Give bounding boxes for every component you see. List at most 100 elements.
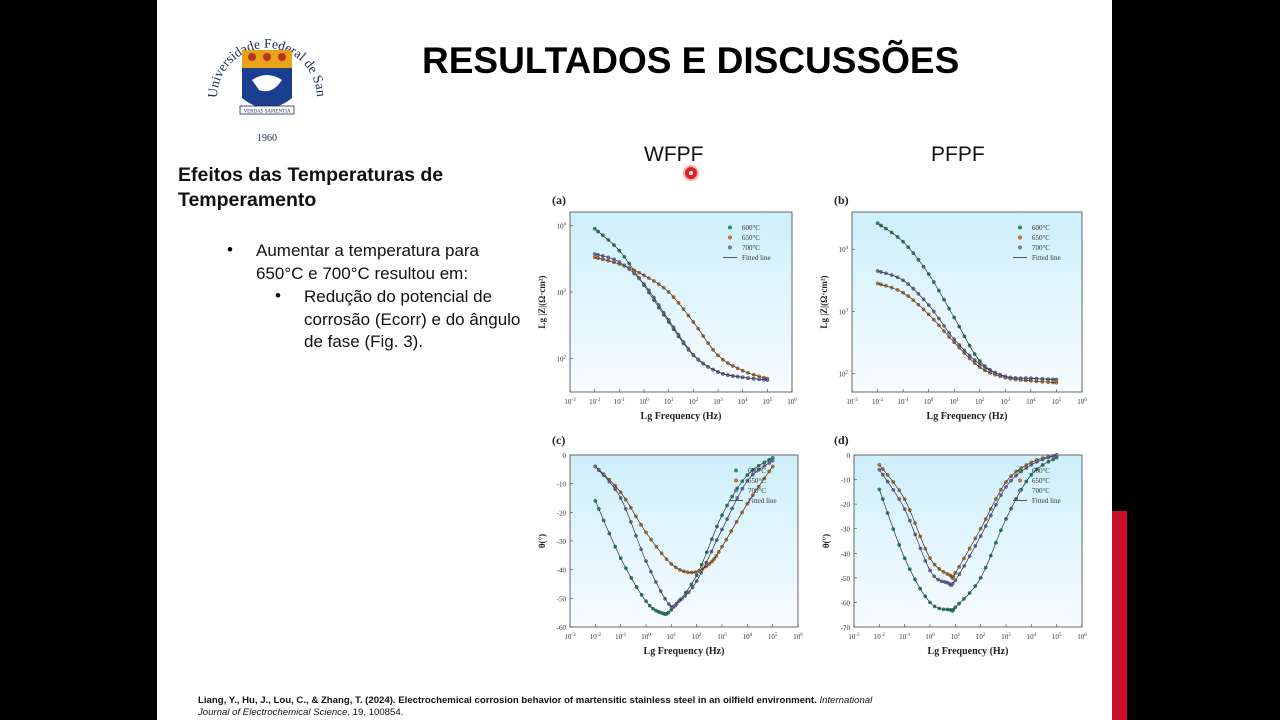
x-tick-label: 101 bbox=[951, 633, 961, 641]
slide: Universidade Federal de Santa Maria VERD… bbox=[157, 0, 1112, 720]
x-tick-label: 103 bbox=[1001, 633, 1011, 641]
reference-citation: Liang, Y., Hu, J., Lou, C., & Zhang, T. … bbox=[198, 695, 898, 719]
x-tick-label: 10-1 bbox=[898, 398, 910, 406]
legend-marker bbox=[1018, 488, 1022, 493]
x-tick-label: 101 bbox=[667, 633, 677, 641]
accent-bar bbox=[1112, 511, 1127, 720]
fitted-line bbox=[595, 460, 773, 608]
x-tick-label: 106 bbox=[793, 633, 803, 641]
y-tick-label: -60 bbox=[557, 624, 567, 632]
bullet-1: Aumentar a temperatura para 650°C e 700°… bbox=[256, 241, 480, 283]
y-tick-label: -20 bbox=[841, 501, 851, 509]
legend-marker bbox=[1018, 225, 1022, 230]
chart-panel: (d) 10-3 10-2 10-1 100 101 102 103 104 105 106 -70 -… bbox=[821, 433, 1087, 657]
x-tick-label: 100 bbox=[641, 633, 651, 641]
chart-panel: (c) 10-3 10-2 10-1 100 101 102 103 104 105 106 -60 -… bbox=[537, 433, 803, 657]
legend-entry: 650°C bbox=[742, 234, 760, 242]
slide-title: RESULTADOS E DISCUSSÕES bbox=[422, 40, 960, 81]
x-tick-label: 10-2 bbox=[874, 633, 886, 641]
y-tick-label: -60 bbox=[841, 599, 851, 607]
legend-marker bbox=[734, 468, 738, 473]
x-axis-label: Lg Frequency (Hz) bbox=[928, 646, 1009, 657]
panel-label: (a) bbox=[552, 193, 566, 207]
x-tick-label: 10-1 bbox=[614, 398, 626, 406]
x-tick-label: 105 bbox=[763, 398, 773, 406]
legend-entry: 600°C bbox=[748, 467, 766, 475]
chart-panel: (a) 10-3 10-2 10-1 100 101 102 103 104 105 106 102 1… bbox=[537, 193, 797, 422]
x-tick-label: 100 bbox=[639, 398, 649, 406]
x-tick-label: 102 bbox=[689, 398, 699, 406]
mouse-pointer-indicator bbox=[685, 167, 697, 179]
y-tick-label: -10 bbox=[841, 477, 851, 485]
x-tick-label: 102 bbox=[975, 398, 985, 406]
legend-entry: 600°C bbox=[1032, 467, 1050, 475]
y-tick-label: 0 bbox=[563, 452, 567, 460]
y-tick-label: -40 bbox=[841, 550, 851, 558]
y-tick-label: -30 bbox=[841, 526, 851, 534]
data-point bbox=[877, 487, 882, 492]
subheading: Efeitos das Temperaturas de Temperamento bbox=[178, 164, 444, 211]
x-tick-label: 103 bbox=[717, 633, 727, 641]
x-tick-label: 10-2 bbox=[590, 633, 602, 641]
y-tick-label: 103 bbox=[839, 308, 849, 316]
legend-entry: 700°C bbox=[742, 244, 760, 252]
legend-marker bbox=[734, 488, 738, 493]
y-axis-label: θ(°) bbox=[821, 534, 831, 548]
x-tick-label: 102 bbox=[976, 633, 986, 641]
legend-marker bbox=[1018, 478, 1022, 483]
plot-area bbox=[569, 454, 799, 628]
fitted-line bbox=[595, 457, 773, 615]
y-tick-label: 102 bbox=[839, 370, 849, 378]
fitted-line bbox=[877, 270, 1057, 380]
bullet-dot: • bbox=[275, 286, 281, 305]
chart-panel: (b) 10-3 10-2 10-1 100 101 102 103 104 105 106 102 1… bbox=[819, 193, 1087, 422]
y-tick-label: -40 bbox=[557, 567, 567, 575]
y-tick-label: -10 bbox=[557, 481, 567, 489]
fitted-line bbox=[879, 454, 1057, 586]
legend-marker bbox=[734, 478, 738, 483]
x-tick-label: 101 bbox=[949, 398, 959, 406]
legend-entry: 700°C bbox=[1032, 487, 1050, 495]
reference-tail: , 19, 100854. bbox=[347, 707, 404, 718]
legend-entry: 650°C bbox=[1032, 477, 1050, 485]
x-tick-label: 105 bbox=[768, 633, 778, 641]
x-tick-label: 104 bbox=[738, 398, 748, 406]
legend-entry: 600°C bbox=[1032, 224, 1050, 232]
x-tick-label: 10-3 bbox=[564, 398, 576, 406]
x-axis-label: Lg Frequency (Hz) bbox=[644, 646, 725, 657]
panel-label: (d) bbox=[834, 433, 849, 447]
bullet-2: Redução do potencial de corrosão (Ecorr)… bbox=[304, 287, 521, 351]
logo-year: 1960 bbox=[257, 133, 277, 144]
x-tick-label: 104 bbox=[743, 633, 753, 641]
panel-label: (c) bbox=[552, 433, 565, 447]
y-tick-label: -30 bbox=[557, 538, 567, 546]
legend-marker bbox=[1018, 235, 1022, 240]
y-tick-label: 0 bbox=[847, 452, 851, 460]
x-tick-label: 100 bbox=[924, 398, 934, 406]
plot-area bbox=[569, 211, 793, 393]
y-axis-label: Lg |Z|(Ω·cm²) bbox=[819, 275, 829, 328]
y-axis-label: Lg |Z|(Ω·cm²) bbox=[537, 275, 547, 328]
x-tick-label: 10-1 bbox=[899, 633, 911, 641]
legend-marker bbox=[728, 225, 732, 230]
fitted-line bbox=[879, 457, 1057, 612]
data-point bbox=[1054, 453, 1059, 457]
fitted-line bbox=[594, 253, 768, 381]
legend-marker bbox=[728, 245, 732, 250]
y-tick-label: -50 bbox=[841, 575, 851, 583]
column-label-pfpf: PFPF bbox=[931, 143, 985, 166]
x-tick-label: 10-3 bbox=[564, 633, 576, 641]
fitted-line bbox=[595, 466, 773, 573]
x-axis-label: Lg Frequency (Hz) bbox=[641, 411, 722, 422]
x-tick-label: 103 bbox=[1001, 398, 1011, 406]
x-tick-label: 105 bbox=[1052, 398, 1062, 406]
plot-area bbox=[851, 211, 1083, 393]
x-tick-label: 104 bbox=[1027, 633, 1037, 641]
fitted-line bbox=[879, 454, 1057, 579]
x-tick-label: 10-3 bbox=[848, 633, 860, 641]
x-tick-label: 10-1 bbox=[615, 633, 627, 641]
bullet-dot: • bbox=[227, 240, 233, 259]
fitted-line bbox=[594, 256, 768, 379]
legend-entry: Fitted line bbox=[742, 254, 771, 262]
y-tick-label: 102 bbox=[557, 356, 567, 364]
